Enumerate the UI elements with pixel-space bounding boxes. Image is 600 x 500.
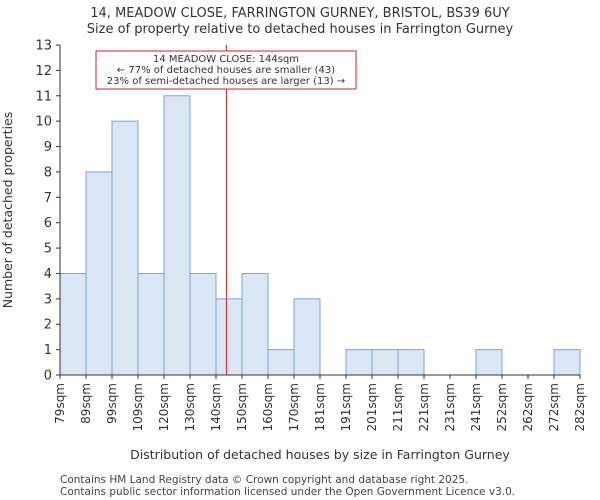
y-tick-label: 4 <box>44 267 52 282</box>
bar-241sqm <box>475 349 503 376</box>
footer-line-1: Contains HM Land Registry data © Crown c… <box>60 474 469 486</box>
bar-99sqm <box>111 120 139 376</box>
x-tick-label: 140sqm <box>209 383 223 431</box>
x-tick-label: 221sqm <box>417 383 431 431</box>
x-tick-label: 241sqm <box>469 383 483 431</box>
y-tick-label: 10 <box>35 115 52 130</box>
annotation-box <box>95 50 357 90</box>
y-tick-label: 13 <box>35 39 52 54</box>
bar-120sqm <box>163 95 191 376</box>
bar-79sqm <box>59 272 87 376</box>
x-tick-label: 252sqm <box>495 383 509 431</box>
x-tick-label: 150sqm <box>235 383 249 431</box>
x-tick-label: 191sqm <box>339 383 353 431</box>
y-tick-label: 5 <box>44 242 52 257</box>
annotation-line: ← 77% of detached houses are smaller (43… <box>117 65 335 76</box>
x-tick-label: 272sqm <box>547 383 561 431</box>
annotation-line: 23% of semi-detached houses are larger (… <box>107 76 345 87</box>
y-tick-label: 12 <box>35 64 52 79</box>
bars-group <box>59 95 581 376</box>
x-tick-label: 170sqm <box>287 383 301 431</box>
x-tick-label: 262sqm <box>521 383 535 431</box>
y-axis-label: Number of detached properties <box>0 112 15 309</box>
y-tick-label: 8 <box>44 165 52 180</box>
y-tick-label: 6 <box>44 216 52 231</box>
bar-211sqm <box>397 349 425 376</box>
y-tick-label: 11 <box>35 89 52 104</box>
x-tick-label: 160sqm <box>261 383 275 431</box>
y-tick-label: 7 <box>44 191 52 206</box>
x-tick-label: 231sqm <box>443 383 457 431</box>
bar-150sqm <box>241 272 269 376</box>
bar-140sqm <box>215 298 243 376</box>
y-tick-label: 9 <box>44 140 52 155</box>
x-tick-label: 211sqm <box>391 383 405 431</box>
annotation-group: 14 MEADOW CLOSE: 144sqm← 77% of detached… <box>95 50 357 90</box>
bar-160sqm <box>267 349 295 376</box>
bar-191sqm <box>345 349 373 376</box>
x-tick-label: 79sqm <box>53 383 67 424</box>
footer-line-2: Contains public sector information licen… <box>60 486 516 498</box>
x-axis-label: Distribution of detached houses by size … <box>130 447 510 462</box>
annotation-line: 14 MEADOW CLOSE: 144sqm <box>153 54 299 65</box>
bar-89sqm <box>85 171 113 376</box>
bar-170sqm <box>293 298 321 376</box>
chart-subtitle: Size of property relative to detached ho… <box>87 22 514 37</box>
y-tick-label: 0 <box>44 369 52 384</box>
bar-201sqm <box>371 349 399 376</box>
x-tick-label: 120sqm <box>157 383 171 431</box>
x-tick-label: 99sqm <box>105 383 119 424</box>
x-tick-label: 181sqm <box>313 383 327 431</box>
bar-109sqm <box>137 272 165 376</box>
x-tick-label: 109sqm <box>131 383 145 431</box>
chart-title: 14, MEADOW CLOSE, FARRINGTON GURNEY, BRI… <box>90 6 510 21</box>
bar-130sqm <box>189 272 217 376</box>
y-tick-label: 3 <box>44 292 52 307</box>
x-tick-label: 282sqm <box>573 383 587 431</box>
bar-272sqm <box>553 349 581 376</box>
y-tick-label: 1 <box>44 343 52 358</box>
x-tick-label: 130sqm <box>183 383 197 431</box>
y-tick-label: 2 <box>44 318 52 333</box>
x-tick-label: 201sqm <box>365 383 379 431</box>
x-tick-label: 89sqm <box>79 383 93 424</box>
